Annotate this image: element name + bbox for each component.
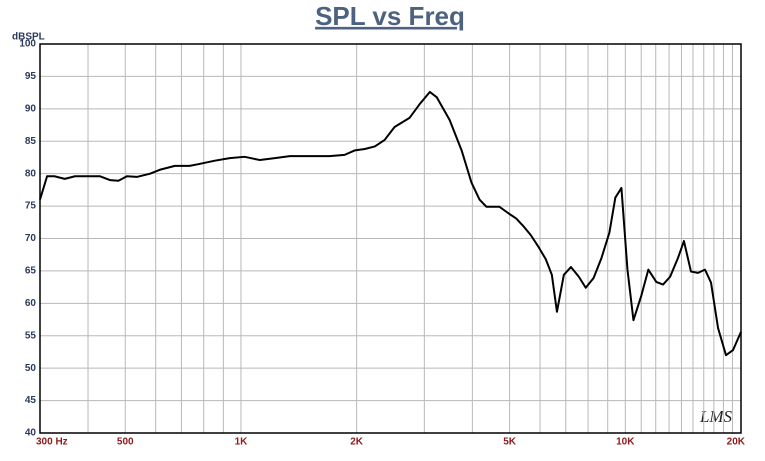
chart-title: SPL vs Freq xyxy=(315,1,465,31)
y-tick-label: 40 xyxy=(25,428,37,439)
y-tick-label: 60 xyxy=(25,298,37,309)
y-tick-label: 70 xyxy=(25,233,37,244)
x-tick-label: 2K xyxy=(350,437,364,448)
x-tick-label: 5K xyxy=(503,437,517,448)
line-series xyxy=(39,90,742,357)
y-tick-label: 95 xyxy=(25,71,37,82)
y-tick-label: 85 xyxy=(25,136,37,147)
x-tick-label: 1K xyxy=(235,437,249,448)
y-tick-label: 75 xyxy=(25,201,37,212)
x-tick-label: 300 Hz xyxy=(36,437,68,448)
y-tick-label: 100 xyxy=(19,39,36,50)
y-tick-label: 65 xyxy=(25,266,37,277)
y-tick-label: 55 xyxy=(25,330,37,341)
y-tick-label: 90 xyxy=(25,103,37,114)
plot-border xyxy=(39,43,742,434)
x-tick-label: 500 xyxy=(117,437,134,448)
y-axis-label: dBSPL xyxy=(12,32,45,43)
y-tick-label: 80 xyxy=(25,168,37,179)
x-tick-label: 20K xyxy=(727,437,746,448)
y-tick-label: 50 xyxy=(25,363,37,374)
x-tick-label: 10K xyxy=(616,437,635,448)
y-tick-label: 45 xyxy=(25,395,37,406)
watermark: LMS xyxy=(699,407,733,426)
